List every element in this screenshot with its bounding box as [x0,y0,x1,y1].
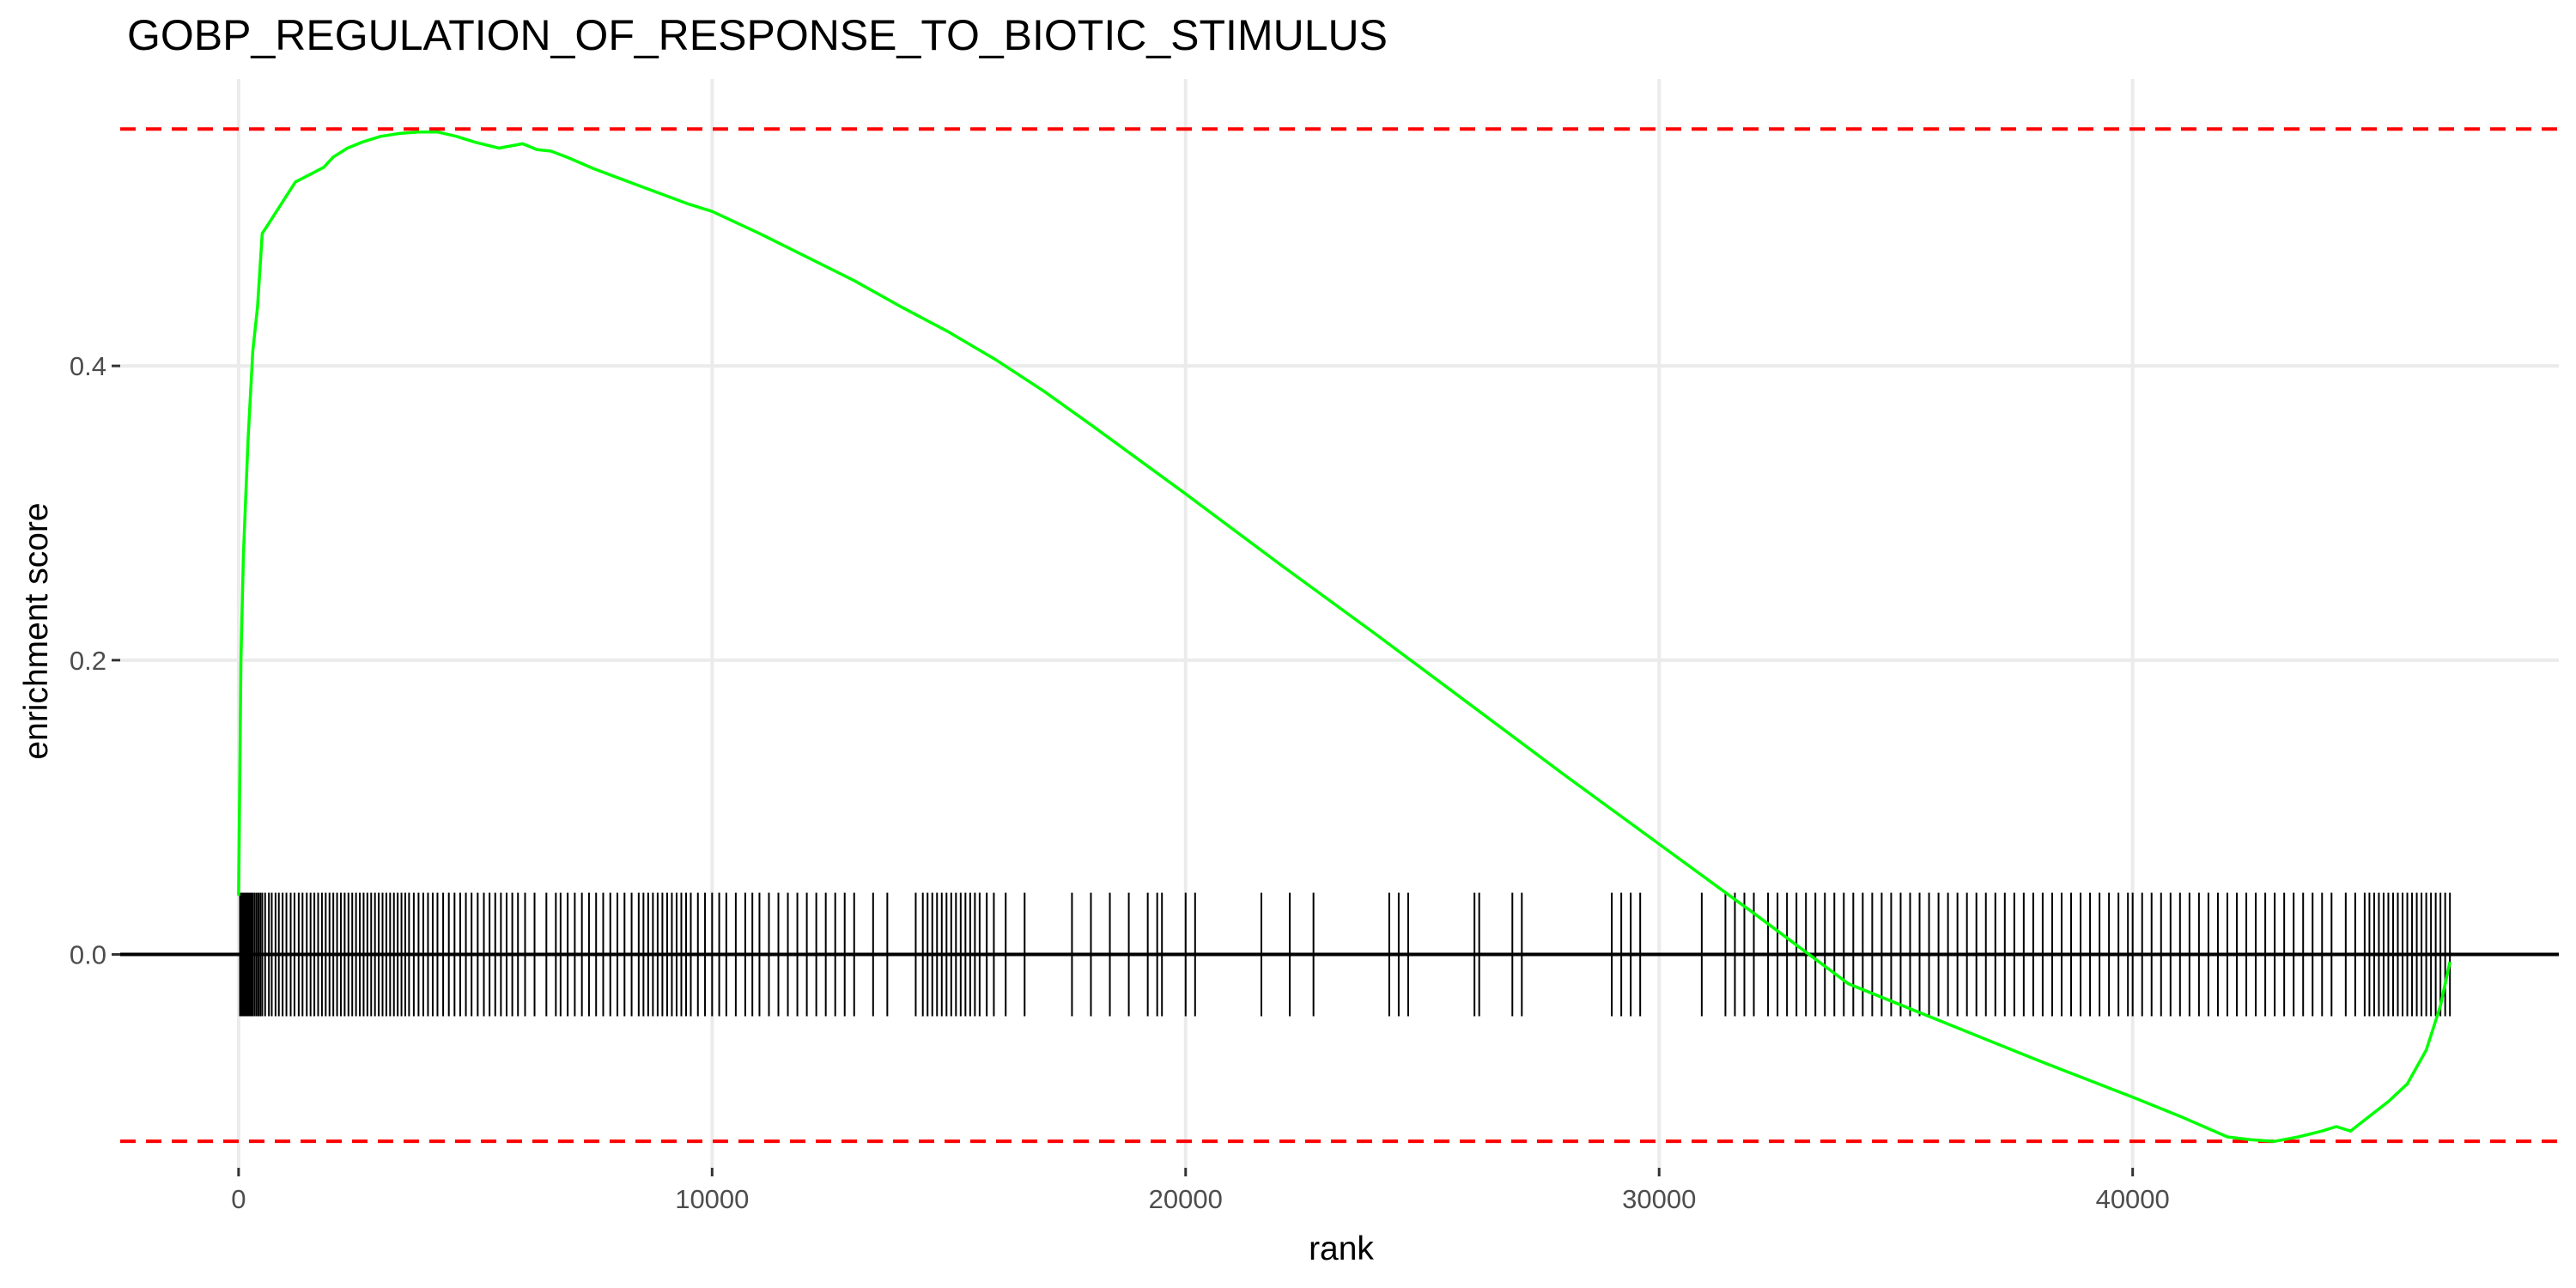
x-tick-label: 10000 [675,1184,749,1214]
y-tick-label: 0.2 [70,646,106,676]
enrichment-curve-layer [237,130,2451,1143]
grid-lines [120,79,2559,1168]
y-tick-label: 0.4 [70,351,106,381]
x-tick-label: 30000 [1622,1184,1696,1214]
y-axis-label: enrichment score [18,502,55,759]
gene-hit-rug [239,892,2451,1017]
x-axis-ticks: 0 10000 20000 30000 40000 [231,1168,2170,1214]
y-axis-ticks: 0.0 0.2 0.4 [70,351,120,970]
x-tick-label: 0 [231,1184,246,1214]
enrichment-curve [237,130,2451,1143]
y-tick-label: 0.0 [70,940,106,970]
reference-lines [120,127,2559,1144]
x-tick-label: 20000 [1149,1184,1223,1214]
chart-title: GOBP_REGULATION_OF_RESPONSE_TO_BIOTIC_ST… [127,11,1388,59]
x-tick-label: 40000 [2096,1184,2170,1214]
x-axis-label: rank [1309,1230,1374,1267]
